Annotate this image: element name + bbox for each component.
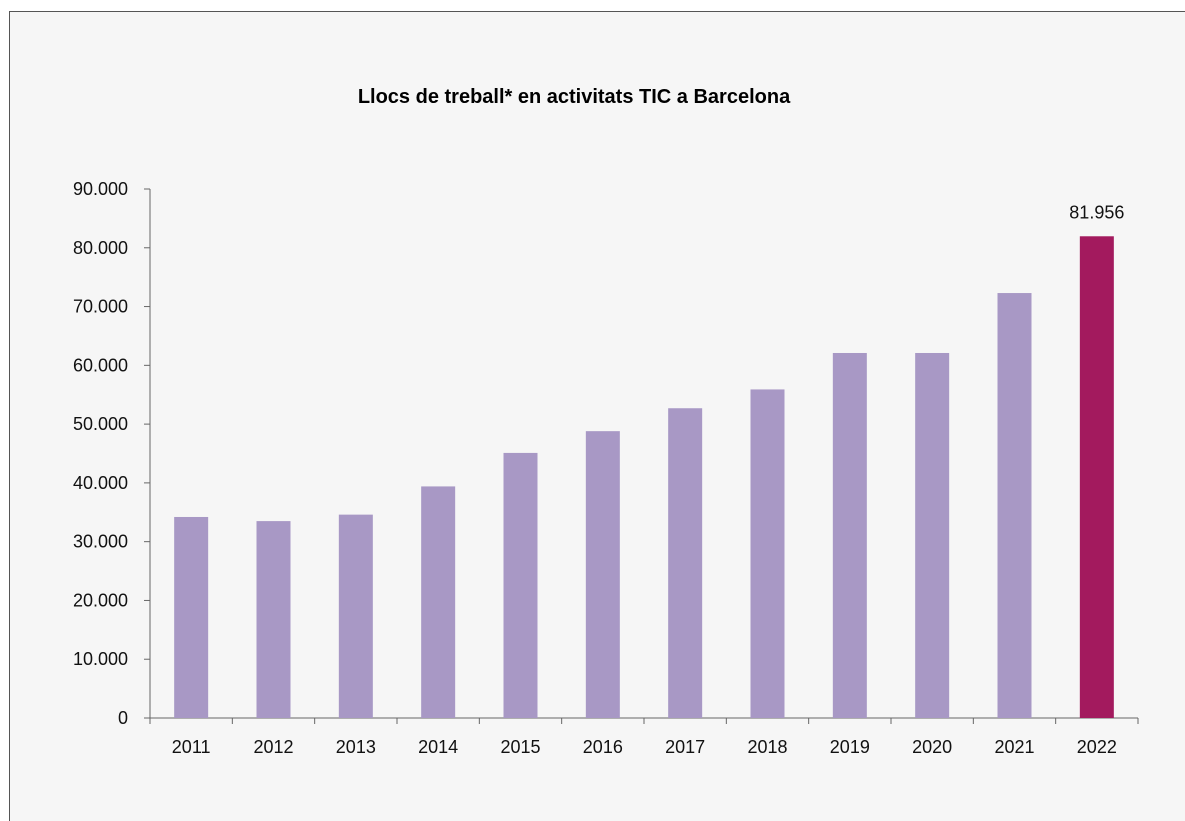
y-tick-label: 40.000 xyxy=(73,473,128,493)
x-tick-label: 2020 xyxy=(912,737,952,757)
y-tick-label: 70.000 xyxy=(73,297,128,317)
bar-2022 xyxy=(1079,236,1114,719)
x-tick-label: 2015 xyxy=(500,737,540,757)
x-tick-label: 2019 xyxy=(830,737,870,757)
chart-bars xyxy=(174,236,1114,719)
y-tick-label: 30.000 xyxy=(73,532,128,552)
y-tick-label: 90.000 xyxy=(73,179,128,199)
x-tick-label: 2016 xyxy=(583,737,623,757)
bar-2011 xyxy=(174,516,209,718)
bar-2016 xyxy=(585,431,620,718)
x-tick-label: 2012 xyxy=(253,737,293,757)
bar-2020 xyxy=(915,352,950,718)
bar-2012 xyxy=(256,521,291,718)
bar-2017 xyxy=(668,408,703,718)
x-tick-label: 2017 xyxy=(665,737,705,757)
y-tick-label: 0 xyxy=(118,708,128,728)
bar-2018 xyxy=(750,389,785,718)
y-tick-label: 80.000 xyxy=(73,238,128,258)
bar-2015 xyxy=(503,452,538,718)
y-tick-label: 20.000 xyxy=(73,590,128,610)
x-tick-label: 2011 xyxy=(172,737,211,757)
bar-2019 xyxy=(832,352,867,718)
chart-labels: 0 10.000 20.000 30.000 40.000 50.000 60.000 70.… xyxy=(73,179,1124,757)
bar-2013 xyxy=(338,514,373,718)
y-tick-label: 50.000 xyxy=(73,414,128,434)
bar-2021 xyxy=(997,293,1032,718)
data-label-2022: 81.956 xyxy=(1069,202,1124,222)
bar-2014 xyxy=(421,486,456,718)
y-tick-label: 10.000 xyxy=(73,649,128,669)
x-tick-label: 2021 xyxy=(994,737,1034,757)
x-tick-label: 2013 xyxy=(336,737,376,757)
chart-title: Llocs de treball* en activitats TIC a Ba… xyxy=(357,86,791,108)
chart-axes xyxy=(144,188,1139,724)
x-tick-label: 2022 xyxy=(1077,737,1117,757)
y-tick-label: 60.000 xyxy=(73,355,128,375)
x-tick-label: 2018 xyxy=(747,737,787,757)
x-tick-label: 2014 xyxy=(418,737,458,757)
